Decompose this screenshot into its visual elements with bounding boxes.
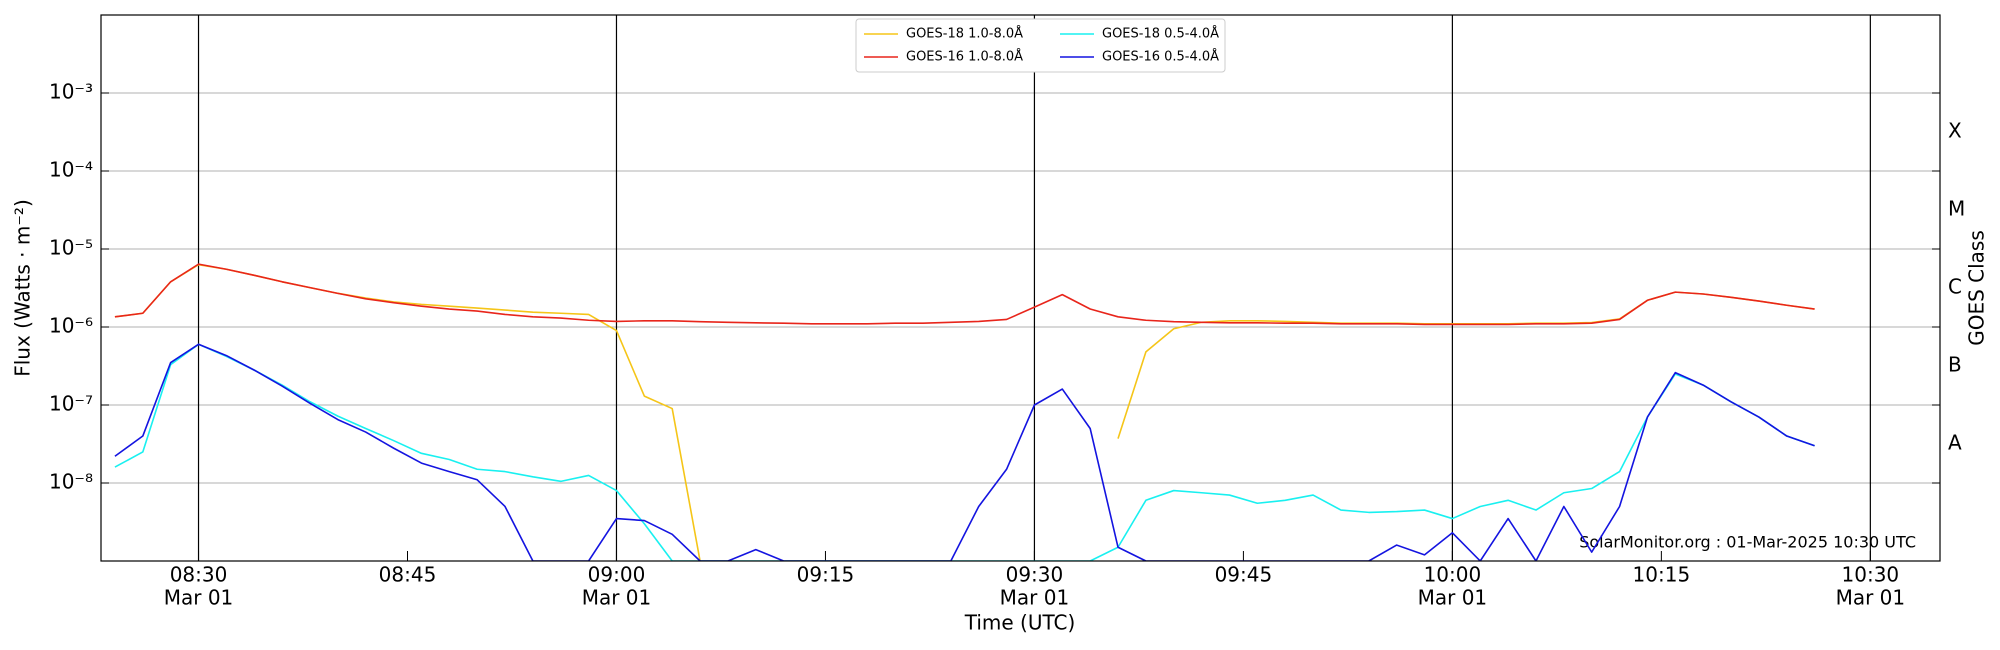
legend-box xyxy=(855,18,1226,73)
x-tick-label: Mar 01 xyxy=(164,586,234,610)
y2-axis-title: GOES Class xyxy=(1965,230,1989,346)
annotation: SolarMonitor.org : 01-Mar-2025 10:30 UTC xyxy=(1579,533,1916,552)
y2-tick-label: C xyxy=(1948,275,1962,299)
x-tick-label: 09:30 xyxy=(1006,563,1064,587)
x-tick-label: Mar 01 xyxy=(1000,586,1070,610)
y-tick-label: 10⁻⁷ xyxy=(49,392,93,416)
plot-area xyxy=(114,263,1815,561)
x-tick-label: 09:00 xyxy=(588,563,646,587)
series-line xyxy=(114,343,1815,561)
y-tick-label: 10⁻⁶ xyxy=(49,314,93,338)
x-tick-label: 09:45 xyxy=(1215,563,1273,587)
y2-tick-label: B xyxy=(1948,353,1962,377)
y2-tick-label: M xyxy=(1948,197,1965,221)
y2-tick-label: A xyxy=(1948,431,1962,455)
x-axis-title: Time (UTC) xyxy=(964,611,1076,635)
x-tick-label: 09:15 xyxy=(797,563,855,587)
y-axis-title: Flux (Watts · m⁻²) xyxy=(11,199,35,377)
legend-label: GOES-16 1.0-8.0Å xyxy=(906,49,1023,65)
x-tick-label: Mar 01 xyxy=(582,586,652,610)
y2-tick-label: X xyxy=(1948,119,1962,143)
plot-frame xyxy=(100,14,1941,562)
x-tick-label: Mar 01 xyxy=(1418,586,1488,610)
y-tick-label: 10⁻⁵ xyxy=(49,236,93,260)
legend-label: GOES-16 0.5-4.0Å xyxy=(1102,49,1219,65)
x-tick-label: 10:00 xyxy=(1424,563,1482,587)
legend-label: GOES-18 0.5-4.0Å xyxy=(1102,26,1219,42)
y-tick-label: 10⁻⁸ xyxy=(49,470,93,494)
x-tick-label: Mar 01 xyxy=(1836,586,1906,610)
x-tick-label: 10:30 xyxy=(1842,563,1900,587)
series-line xyxy=(114,343,1815,561)
legend-label: GOES-18 1.0-8.0Å xyxy=(906,26,1023,42)
x-tick-label: 08:30 xyxy=(170,563,228,587)
series-line xyxy=(114,263,1815,326)
y-tick-label: 10⁻⁴ xyxy=(49,158,93,182)
x-tick-label: 08:45 xyxy=(379,563,437,587)
y-tick-label: 10⁻³ xyxy=(49,80,93,104)
x-tick-label: 10:15 xyxy=(1633,563,1691,587)
